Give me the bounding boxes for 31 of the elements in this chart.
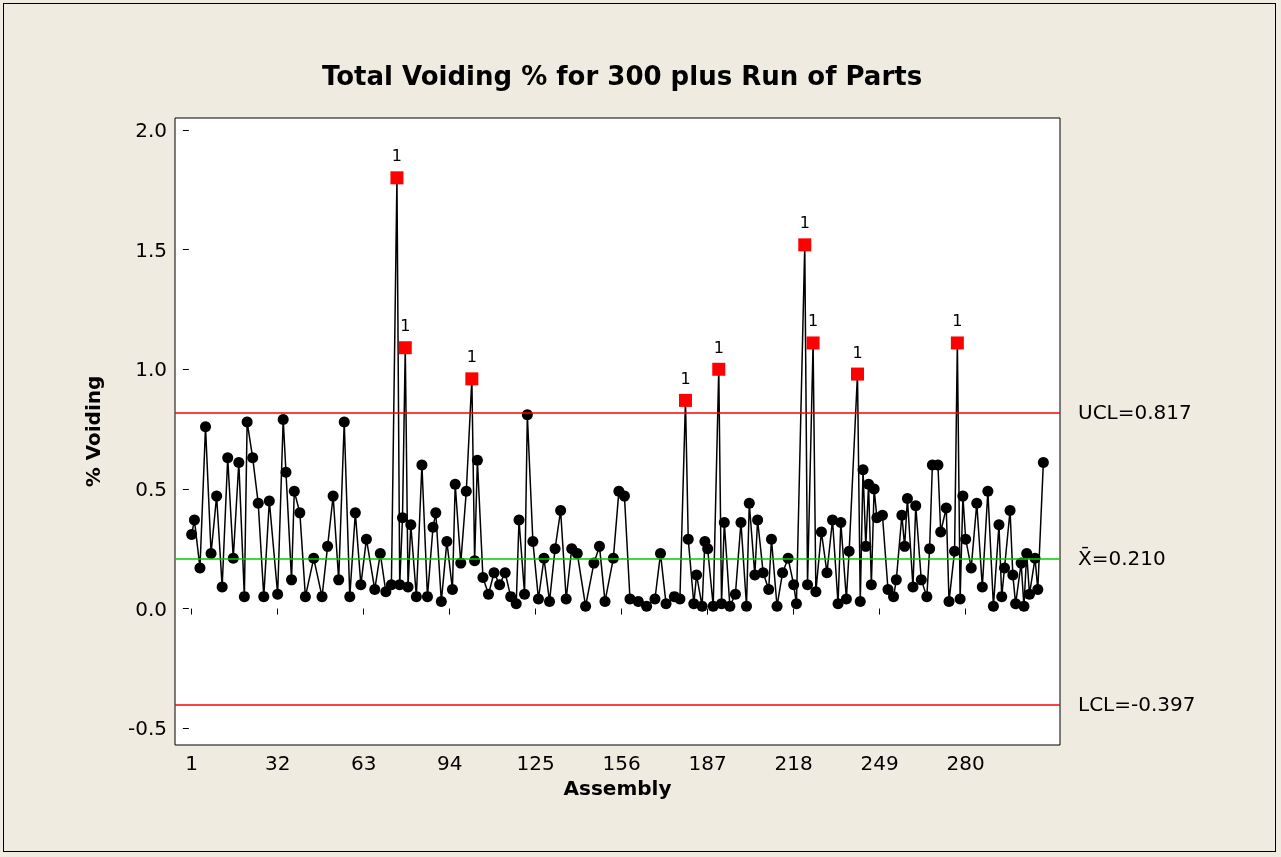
x-tick-label: 1 xyxy=(185,751,199,775)
x-tick-label: 32 xyxy=(264,751,291,775)
x-tick-label: 63 xyxy=(350,751,377,775)
annotation: 1 xyxy=(466,347,477,367)
ref-line-label: UCL=0.817 xyxy=(1078,400,1192,425)
y-tick-label: 0.0 xyxy=(135,596,167,621)
x-tick-label: 280 xyxy=(946,751,985,775)
y-tick-label: 2.0 xyxy=(135,117,167,142)
annotation: 1 xyxy=(852,342,863,362)
annotation: 1 xyxy=(807,311,819,331)
y-tick-label: 1.0 xyxy=(135,357,167,382)
annotation: 1 xyxy=(400,316,411,336)
annotation: 1 xyxy=(391,146,403,166)
y-tick-label: 1.5 xyxy=(135,237,167,262)
annotation: 1 xyxy=(713,337,724,357)
ref-line-label: LCL=-0.397 xyxy=(1078,692,1196,717)
y-axis-title: % Voiding xyxy=(81,375,105,488)
x-tick-label: 156 xyxy=(602,751,641,775)
x-tick-label: 125 xyxy=(516,751,555,775)
annotation: 1 xyxy=(952,311,963,331)
x-tick-label: 218 xyxy=(774,751,813,775)
chart-title: Total Voiding % for 300 plus Run of Parts xyxy=(321,61,923,91)
y-tick-label: 0.5 xyxy=(135,476,167,501)
y-tick-label: -0.5 xyxy=(127,716,167,741)
x-tick-label: 249 xyxy=(860,751,899,775)
x-tick-label: 94 xyxy=(436,751,463,775)
annotation: 1 xyxy=(799,213,810,233)
x-axis-title: Assembly xyxy=(563,775,672,800)
annotation: 1 xyxy=(680,368,691,388)
x-tick-label: 187 xyxy=(688,751,727,775)
ref-line-label: X̄=0.210 xyxy=(1078,545,1166,571)
